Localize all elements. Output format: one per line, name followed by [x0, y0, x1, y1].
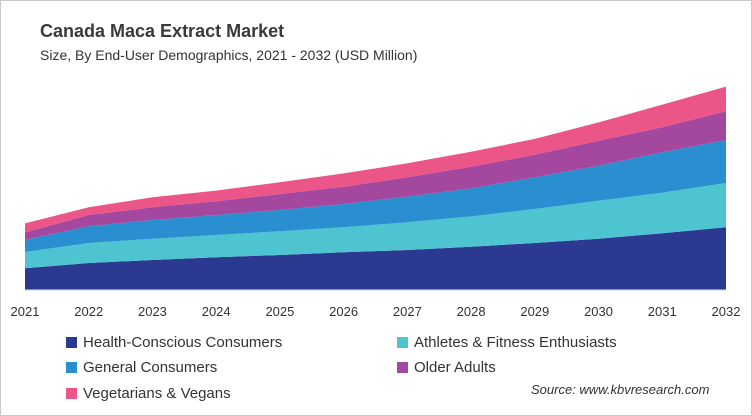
x-tick-label: 2024 — [202, 304, 231, 319]
legend-swatch — [397, 362, 408, 373]
x-tick-label: 2029 — [520, 304, 549, 319]
legend-item: Older Adults — [397, 359, 496, 376]
legend-item: Athletes & Fitness Enthusiasts — [397, 334, 617, 351]
x-tick-label: 2022 — [74, 304, 103, 319]
legend-swatch — [397, 337, 408, 348]
chart-subtitle: Size, By End-User Demographics, 2021 - 2… — [40, 47, 418, 63]
area-series-0 — [25, 227, 726, 290]
legend-item: Health-Conscious Consumers — [66, 334, 282, 351]
legend-item: General Consumers — [66, 359, 217, 376]
source-note: Source: www.kbvresearch.com — [531, 382, 710, 397]
area-series-2 — [25, 140, 726, 252]
legend-label: Vegetarians & Vegans — [83, 385, 231, 402]
x-tick-label: 2021 — [11, 304, 40, 319]
legend-swatch — [66, 362, 77, 373]
area-series-1 — [25, 183, 726, 269]
x-tick-label: 2023 — [138, 304, 167, 319]
legend-label: Health-Conscious Consumers — [83, 334, 283, 351]
area-series-4 — [25, 86, 726, 233]
legend-label: Athletes & Fitness Enthusiasts — [414, 334, 617, 351]
legend-swatch — [66, 337, 77, 348]
x-tick-label: 2031 — [648, 304, 677, 319]
legend-label: Older Adults — [414, 359, 496, 376]
x-tick-label: 2026 — [329, 304, 358, 319]
legend-item: Vegetarians & Vegans — [66, 385, 231, 402]
x-tick-label: 2027 — [393, 304, 422, 319]
chart-title: Canada Maca Extract Market — [40, 21, 285, 41]
legend-label: General Consumers — [83, 359, 218, 376]
area-series-3 — [25, 111, 726, 240]
legend-swatch — [66, 388, 77, 399]
x-tick-label: 2030 — [584, 304, 613, 319]
x-tick-label: 2025 — [265, 304, 294, 319]
x-tick-label: 2028 — [457, 304, 486, 319]
x-tick-label: 2032 — [712, 304, 741, 319]
